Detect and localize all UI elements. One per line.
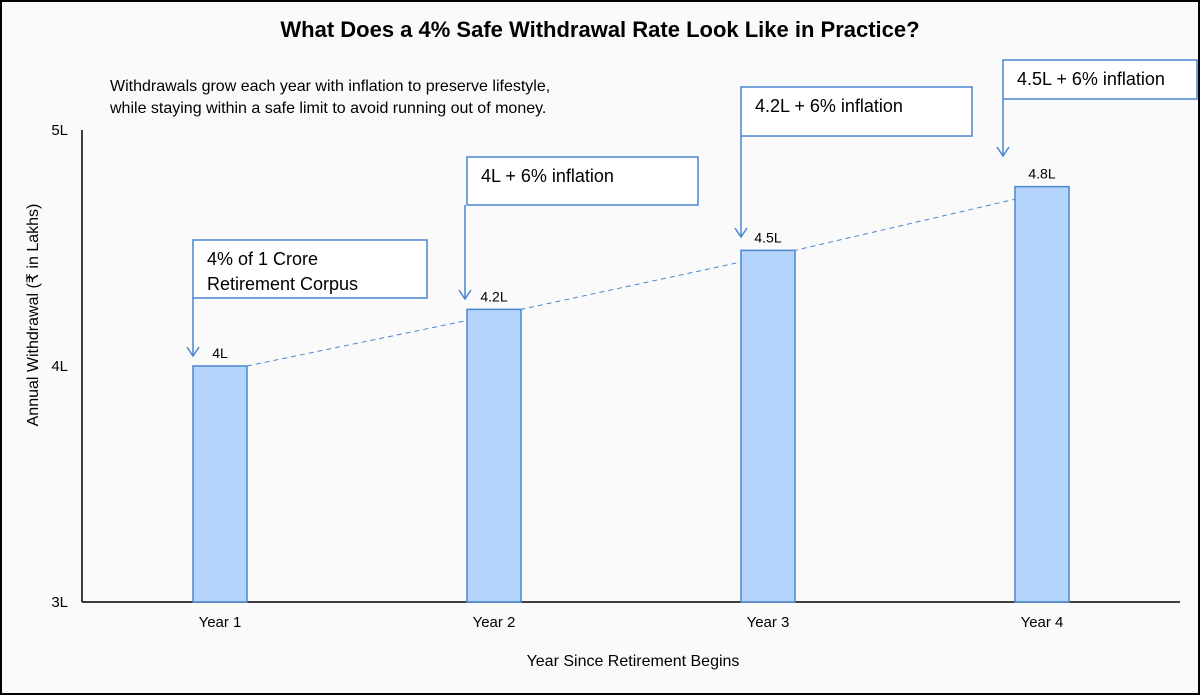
bar bbox=[1014, 185, 1070, 603]
bar bbox=[740, 249, 796, 603]
y-tick-label: 3L bbox=[51, 594, 68, 611]
x-tick-label: Year 3 bbox=[747, 614, 790, 631]
bar-value-label: 4.8L bbox=[1028, 166, 1055, 182]
x-tick-label: Year 1 bbox=[199, 614, 242, 631]
callout-text: Retirement Corpus bbox=[207, 274, 358, 294]
plot-area: 3L 4L 5L Year 1 Year 2 Year 3 Year 4 4L 4.2L 4.5L… bbox=[51, 59, 1198, 631]
y-tick-label: 4L bbox=[51, 358, 68, 375]
callout-arrowhead bbox=[996, 146, 1010, 158]
callout-text: 4.2L + 6% inflation bbox=[755, 96, 903, 116]
callout-arrowhead bbox=[458, 289, 472, 301]
callout-arrowhead bbox=[734, 227, 748, 239]
callout-box bbox=[192, 239, 428, 299]
bar bbox=[466, 308, 522, 603]
bar-value-label: 4.2L bbox=[480, 288, 507, 304]
chart-subtitle-line-1: Withdrawals grow each year with inflatio… bbox=[110, 78, 550, 95]
callout-box bbox=[1002, 59, 1198, 100]
x-tick-label: Year 2 bbox=[473, 614, 516, 631]
y-tick-label: 5L bbox=[51, 122, 68, 139]
bar-value-label: 4.5L bbox=[754, 229, 781, 245]
bar bbox=[192, 365, 248, 603]
y-axis-title: Annual Withdrawal (₹ in Lakhs) bbox=[25, 204, 42, 427]
x-tick-label: Year 4 bbox=[1021, 614, 1064, 631]
callout-arrowhead bbox=[186, 346, 200, 358]
x-axis-title: Year Since Retirement Begins bbox=[527, 653, 740, 670]
bar-value-label: 4L bbox=[212, 345, 228, 361]
callout-box bbox=[466, 156, 699, 206]
chart-subtitle-line-2: while staying within a safe limit to avo… bbox=[109, 100, 546, 117]
chart-title: What Does a 4% Safe Withdrawal Rate Look… bbox=[280, 17, 919, 42]
callout-box bbox=[740, 86, 973, 137]
callout-text: 4L + 6% inflation bbox=[481, 166, 614, 186]
callout-text: 4% of 1 Crore bbox=[207, 249, 318, 269]
trend-line bbox=[246, 186, 1070, 367]
callout-text: 4.5L + 6% inflation bbox=[1017, 69, 1165, 89]
